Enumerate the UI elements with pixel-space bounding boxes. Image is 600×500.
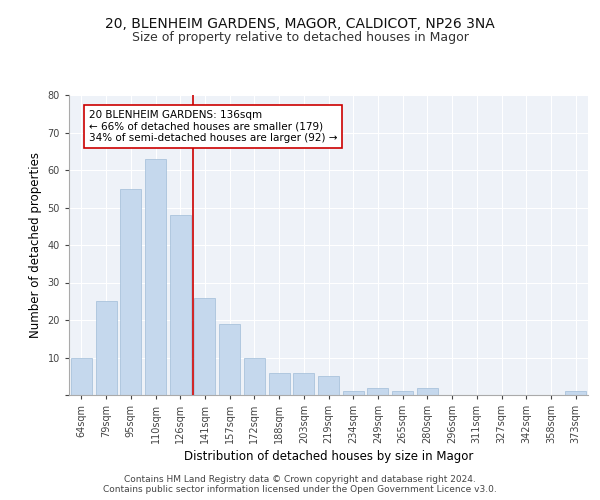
Bar (244, 358, 265, 395)
Bar (194, 298, 215, 395)
Bar (343, 391, 364, 395)
X-axis label: Distribution of detached houses by size in Magor: Distribution of detached houses by size … (184, 450, 473, 464)
Bar (95, 301, 116, 395)
Bar (565, 391, 586, 395)
Bar (392, 391, 413, 395)
Text: 20, BLENHEIM GARDENS, MAGOR, CALDICOT, NP26 3NA: 20, BLENHEIM GARDENS, MAGOR, CALDICOT, N… (105, 18, 495, 32)
Bar (219, 324, 240, 395)
Text: Size of property relative to detached houses in Magor: Size of property relative to detached ho… (131, 31, 469, 44)
Bar (417, 388, 438, 395)
Bar (71, 358, 92, 395)
Bar (318, 376, 339, 395)
Text: Contains HM Land Registry data © Crown copyright and database right 2024.
Contai: Contains HM Land Registry data © Crown c… (103, 474, 497, 494)
Text: 20 BLENHEIM GARDENS: 136sqm
← 66% of detached houses are smaller (179)
34% of se: 20 BLENHEIM GARDENS: 136sqm ← 66% of det… (89, 110, 337, 143)
Bar (269, 372, 290, 395)
Bar (120, 188, 141, 395)
Bar (170, 215, 191, 395)
Bar (367, 388, 388, 395)
Bar (293, 372, 314, 395)
Bar (145, 159, 166, 395)
Y-axis label: Number of detached properties: Number of detached properties (29, 152, 42, 338)
